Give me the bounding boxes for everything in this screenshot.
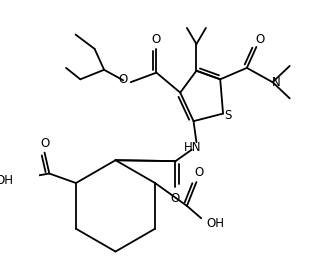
Text: S: S — [224, 109, 232, 122]
Text: O: O — [152, 33, 161, 46]
Text: O: O — [195, 166, 204, 179]
Text: OH: OH — [0, 174, 13, 187]
Text: O: O — [119, 73, 128, 86]
Text: O: O — [171, 192, 180, 205]
Text: OH: OH — [206, 217, 224, 231]
Text: N: N — [272, 76, 281, 89]
Text: HN: HN — [184, 141, 201, 154]
Text: O: O — [40, 137, 49, 150]
Text: O: O — [256, 33, 265, 46]
